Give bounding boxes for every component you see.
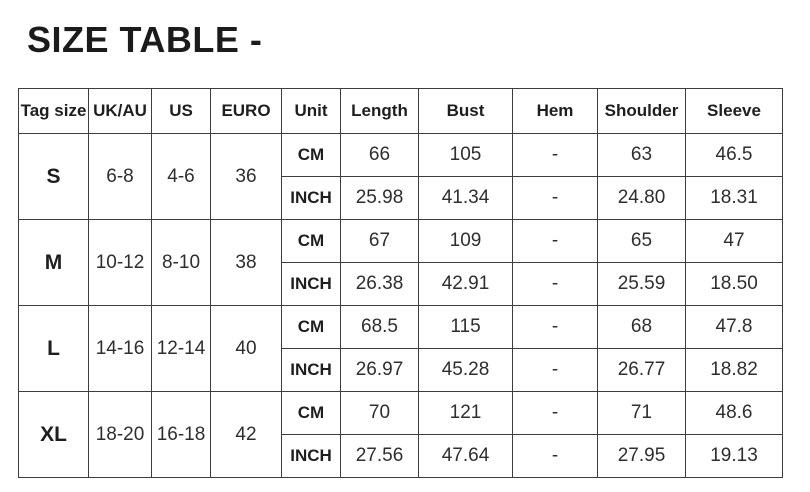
euro-cell: 42 [210,391,282,478]
table-row-s-inch: INCH 25.98 41.34 - 24.80 18.31 [19,176,783,220]
header-us: US [151,88,211,134]
table-row-l-cm: L 14-16 12-14 40 CM 68.5 115 - 68 47.8 [18,305,783,392]
us-cell: 12-14 [151,305,211,392]
unit-inch-cell: INCH [281,262,341,306]
us-cell: 8-10 [151,219,211,306]
value-cell: 45.28 [418,348,513,392]
header-shoulder: Shoulder [597,88,686,134]
value-cell: 42.91 [418,262,513,306]
value-cell: 18.50 [685,262,783,306]
table-row-xl-inch: INCH 27.56 47.64 - 27.95 19.13 [19,434,783,478]
value-cell: 63 [597,133,686,177]
value-cell: - [512,305,598,349]
value-cell: 26.77 [597,348,686,392]
ukau-cell: 6-8 [88,133,152,220]
value-cell: 25.59 [597,262,686,306]
unit-inch-cell: INCH [281,348,341,392]
value-cell: - [512,133,598,177]
value-cell: 26.38 [340,262,419,306]
value-cell: 68.5 [340,305,419,349]
table-row-l-inch: INCH 26.97 45.28 - 26.77 18.82 [19,348,783,392]
header-euro: EURO [210,88,282,134]
value-cell: 27.56 [340,434,419,478]
header-hem: Hem [512,88,598,134]
table-row-s-cm: S 6-8 4-6 36 CM 66 105 - 63 46.5 [18,133,783,220]
unit-inch-cell: INCH [281,434,341,478]
header-length: Length [340,88,419,134]
value-cell: 18.82 [685,348,783,392]
value-cell: 47 [685,219,783,263]
value-cell: - [512,348,598,392]
value-cell: 19.13 [685,434,783,478]
value-cell: 47.8 [685,305,783,349]
value-cell: 26.97 [340,348,419,392]
value-cell: 65 [597,219,686,263]
size-tag-cell: S [18,133,89,220]
us-cell: 16-18 [151,391,211,478]
value-cell: 46.5 [685,133,783,177]
header-bust: Bust [418,88,513,134]
page-title: SIZE TABLE - [27,19,263,60]
value-cell: - [512,391,598,435]
value-cell: 121 [418,391,513,435]
value-cell: 47.64 [418,434,513,478]
value-cell: - [512,176,598,220]
header-tag-size: Tag size [18,88,89,134]
euro-cell: 36 [210,133,282,220]
table-row-xl-cm: XL 18-20 16-18 42 CM 70 121 - 71 48.6 [18,391,783,478]
value-cell: 67 [340,219,419,263]
value-cell: 25.98 [340,176,419,220]
size-tag-cell: M [18,219,89,306]
header-row: Tag size UK/AU US EURO Unit Length Bust … [18,88,783,134]
value-cell: 48.6 [685,391,783,435]
us-cell: 4-6 [151,133,211,220]
value-cell: - [512,434,598,478]
header-unit: Unit [281,88,341,134]
table-row-m-inch: INCH 26.38 42.91 - 25.59 18.50 [19,262,783,306]
size-tag-cell: L [18,305,89,392]
value-cell: 41.34 [418,176,513,220]
value-cell: 115 [418,305,513,349]
ukau-cell: 18-20 [88,391,152,478]
value-cell: 66 [340,133,419,177]
euro-cell: 40 [210,305,282,392]
value-cell: 105 [418,133,513,177]
ukau-cell: 14-16 [88,305,152,392]
ukau-cell: 10-12 [88,219,152,306]
unit-cm-cell: CM [281,219,341,263]
size-table: Tag size UK/AU US EURO Unit Length Bust … [18,88,783,478]
header-sleeve: Sleeve [685,88,783,134]
unit-cm-cell: CM [281,305,341,349]
value-cell: 24.80 [597,176,686,220]
value-cell: 70 [340,391,419,435]
value-cell: - [512,219,598,263]
size-tag-cell: XL [18,391,89,478]
value-cell: 109 [418,219,513,263]
table-row-m-cm: M 10-12 8-10 38 CM 67 109 - 65 47 [18,219,783,306]
value-cell: 18.31 [685,176,783,220]
euro-cell: 38 [210,219,282,306]
unit-cm-cell: CM [281,391,341,435]
value-cell: - [512,262,598,306]
value-cell: 27.95 [597,434,686,478]
value-cell: 68 [597,305,686,349]
unit-cm-cell: CM [281,133,341,177]
value-cell: 71 [597,391,686,435]
header-uk-au: UK/AU [88,88,152,134]
unit-inch-cell: INCH [281,176,341,220]
